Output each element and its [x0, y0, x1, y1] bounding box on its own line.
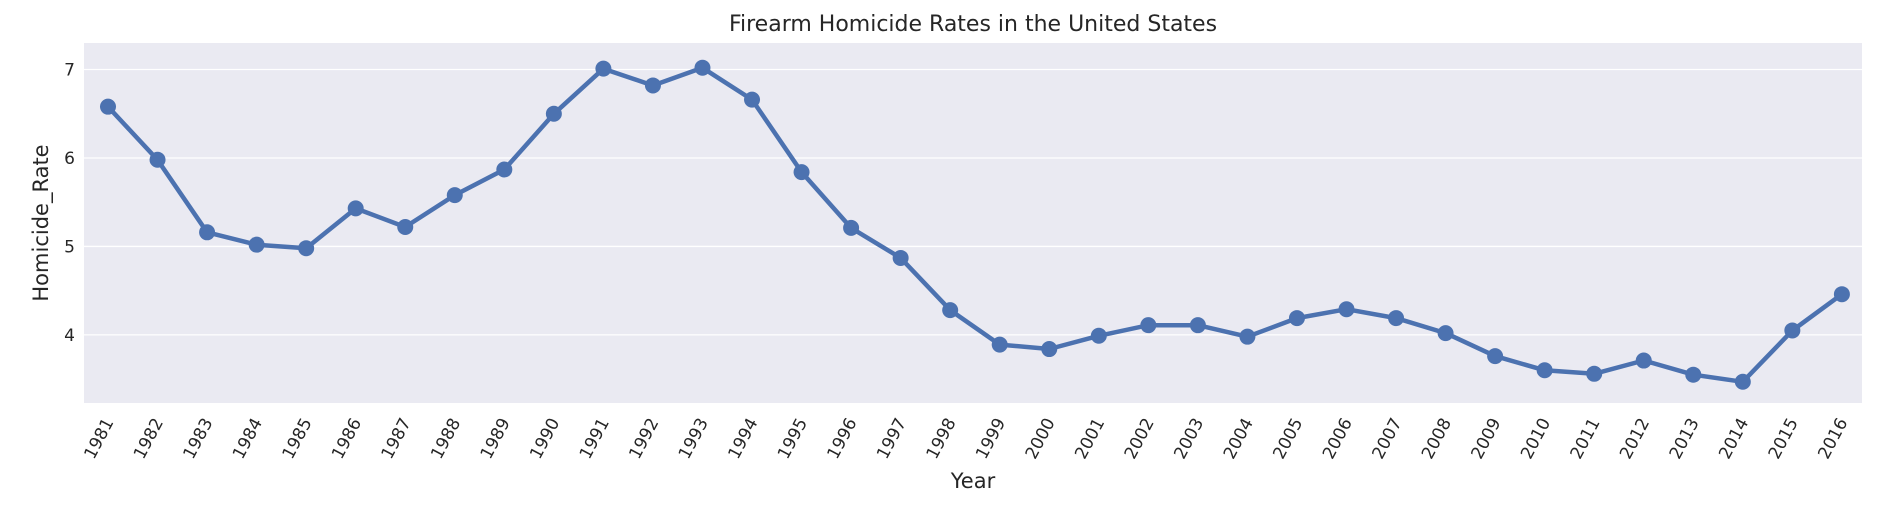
x-tick-label: 2014 [1715, 415, 1753, 463]
x-tick-label: 1994 [724, 415, 762, 463]
x-tick-label: 2015 [1765, 415, 1803, 463]
data-point [793, 164, 810, 181]
data-point [942, 302, 959, 319]
x-tick-label: 1999 [972, 415, 1010, 463]
x-tick-label: 1986 [328, 415, 366, 463]
x-tick-label: 2011 [1567, 415, 1605, 463]
data-point [1388, 310, 1405, 327]
data-point [595, 60, 612, 77]
x-tick-label: 2012 [1616, 415, 1654, 463]
x-tick-label: 1995 [774, 415, 812, 463]
x-tick-label: 2007 [1368, 415, 1406, 463]
data-point [545, 105, 562, 122]
x-tick-label: 2001 [1071, 415, 1109, 463]
data-point [496, 161, 513, 178]
data-point [1536, 362, 1553, 379]
x-tick-label: 2008 [1418, 415, 1456, 463]
x-tick-label: 2003 [1170, 415, 1208, 463]
data-point [1140, 317, 1157, 334]
data-point [199, 224, 216, 241]
x-axis-title: Year [950, 469, 996, 493]
x-tick-label: 1989 [477, 415, 515, 463]
x-tick-label: 1996 [824, 415, 862, 463]
x-tick-label: 1981 [80, 415, 118, 463]
y-axis-title: Homicide_Rate [29, 144, 54, 301]
x-tick-label: 1993 [675, 415, 713, 463]
x-tick-label: 2013 [1666, 415, 1704, 463]
x-tick-label: 1990 [526, 415, 564, 463]
data-point [1487, 348, 1504, 365]
y-tick-label: 5 [64, 237, 75, 257]
x-tick-label: 2002 [1121, 415, 1159, 463]
x-tick-label: 1991 [576, 415, 614, 463]
x-tick-label: 2005 [1269, 415, 1307, 463]
data-point [347, 200, 364, 217]
x-tick-label: 1992 [625, 415, 663, 463]
x-tick-label: 1984 [229, 415, 267, 463]
data-point [991, 336, 1008, 353]
x-tick-label: 2016 [1814, 415, 1852, 463]
data-point [1437, 325, 1454, 342]
data-point [1041, 341, 1058, 358]
data-point [892, 249, 909, 266]
x-tick-label: 2010 [1517, 415, 1555, 463]
x-tick-labels: 1981 1982 1983 1984 1985 1986 1987 1988 1989 1990… [80, 415, 1852, 463]
data-point [100, 98, 116, 115]
data-point [694, 59, 711, 76]
x-tick-label: 1982 [130, 415, 168, 463]
y-tick-labels: 4 5 6 7 [64, 61, 75, 346]
data-point [248, 236, 265, 253]
x-tick-label: 2004 [1220, 415, 1258, 463]
data-point [644, 77, 661, 94]
x-tick-label: 1987 [378, 415, 416, 463]
x-tick-label: 1985 [279, 415, 317, 463]
data-point [1288, 310, 1305, 327]
y-tick-label: 4 [64, 326, 75, 346]
chart-title: Firearm Homicide Rates in the United Sta… [729, 12, 1217, 37]
data-point [1090, 327, 1107, 344]
data-point [298, 240, 315, 257]
data-point [1239, 328, 1256, 345]
data-point [843, 219, 860, 236]
x-tick-label: 1988 [427, 415, 465, 463]
x-tick-label: 1997 [873, 415, 911, 463]
data-point [1338, 301, 1355, 318]
y-tick-label: 6 [64, 149, 75, 169]
data-point [149, 151, 166, 168]
data-point [1784, 322, 1801, 339]
data-point [744, 91, 761, 108]
data-point [397, 218, 414, 235]
y-tick-label: 7 [64, 61, 75, 81]
x-tick-label: 1998 [923, 415, 961, 463]
grid-lines [84, 68, 1862, 336]
data-point [446, 187, 463, 204]
plot-area [84, 43, 1862, 403]
x-tick-label: 2009 [1468, 415, 1506, 463]
data-point [1635, 352, 1652, 369]
x-tick-label: 1983 [180, 415, 218, 463]
x-tick-label: 2000 [1022, 415, 1060, 463]
data-point [1833, 286, 1850, 303]
data-point [1189, 317, 1206, 334]
data-point [1734, 373, 1751, 390]
series-line [105, 65, 1845, 385]
series-homicide-rate [100, 59, 1850, 390]
x-tick-label: 2006 [1319, 415, 1357, 463]
data-point [1586, 365, 1603, 382]
data-point [1685, 366, 1702, 383]
